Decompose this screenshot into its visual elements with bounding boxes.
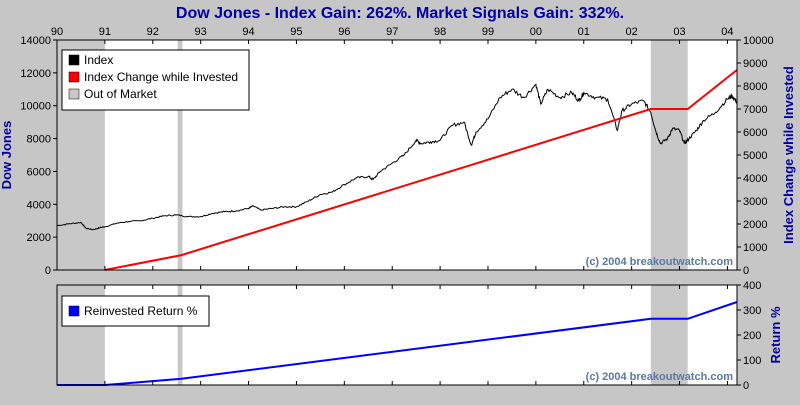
legend-box bbox=[61, 49, 250, 111]
y-right-tick-label: 0 bbox=[743, 265, 749, 277]
y-left-tick-label: 4000 bbox=[27, 199, 51, 211]
x-tick-label: 95 bbox=[290, 26, 302, 38]
x-tick-label: 97 bbox=[386, 26, 398, 38]
y-right-tick-label: 5000 bbox=[743, 150, 767, 162]
out-of-market-band bbox=[650, 285, 688, 385]
x-tick-label: 00 bbox=[530, 26, 542, 38]
y-left-tick-label: 0 bbox=[45, 265, 51, 277]
legend-swatch bbox=[68, 88, 80, 100]
return-y-tick-label: 0 bbox=[743, 380, 749, 392]
x-tick-label: 98 bbox=[434, 26, 446, 38]
return-y-tick-label: 100 bbox=[743, 355, 761, 367]
y-right-tick-label: 6000 bbox=[743, 127, 767, 139]
legend-label: Index Change while Invested bbox=[84, 70, 238, 84]
x-tick-label: 93 bbox=[195, 26, 207, 38]
legend-swatch bbox=[68, 71, 80, 83]
return-y-tick-label: 200 bbox=[743, 330, 761, 342]
x-tick-label: 03 bbox=[673, 26, 685, 38]
return-legend: Reinvested Return % bbox=[61, 295, 210, 327]
chart-title: Dow Jones - Index Gain: 262%. Market Sig… bbox=[176, 5, 624, 22]
out-of-market-band bbox=[650, 40, 688, 270]
y-right-tick-label: 1000 bbox=[743, 242, 767, 254]
x-tick-label: 94 bbox=[242, 26, 254, 38]
y-right-tick-label: 4000 bbox=[743, 173, 767, 185]
x-tick-label: 01 bbox=[578, 26, 590, 38]
return-y-tick-label: 400 bbox=[743, 280, 761, 292]
y-left-tick-label: 8000 bbox=[27, 134, 51, 146]
invested-series-line bbox=[104, 69, 738, 271]
y-left-tick-label: 12000 bbox=[20, 68, 51, 80]
y-right-tick-label: 8000 bbox=[743, 81, 767, 93]
legend-box bbox=[61, 295, 210, 327]
y-right-tick-label: 3000 bbox=[743, 196, 767, 208]
y-left-tick-label: 10000 bbox=[20, 101, 51, 113]
y-right-tick-label: 2000 bbox=[743, 219, 767, 231]
out-of-market-band bbox=[177, 285, 183, 385]
y-left-tick-label: 6000 bbox=[27, 166, 51, 178]
x-tick-label: 92 bbox=[147, 26, 159, 38]
legend-label: Index bbox=[84, 53, 113, 67]
x-tick-label: 91 bbox=[99, 26, 111, 38]
legend-label: Out of Market bbox=[84, 87, 157, 101]
main-legend: Index Index Change while Invested Out of M… bbox=[61, 49, 250, 111]
x-tick-label: 99 bbox=[482, 26, 494, 38]
y-left-tick-label: 14000 bbox=[20, 35, 51, 47]
legend-swatch bbox=[68, 54, 80, 66]
return-axis-label: Return % bbox=[768, 306, 783, 364]
x-tick-label: 96 bbox=[338, 26, 350, 38]
y-right-axis-label: Index Change while Invested bbox=[781, 66, 796, 244]
copyright-watermark: (c) 2004 breakoutwatch.com bbox=[586, 371, 734, 383]
y-right-tick-label: 10000 bbox=[743, 35, 774, 47]
x-tick-label: 02 bbox=[626, 26, 638, 38]
x-tick-label: 90 bbox=[51, 26, 63, 38]
y-right-tick-label: 7000 bbox=[743, 104, 767, 116]
out-of-market-band bbox=[177, 40, 183, 270]
index-series-line bbox=[56, 83, 738, 231]
return-y-tick-label: 300 bbox=[743, 305, 761, 317]
copyright-watermark: (c) 2004 breakoutwatch.com bbox=[586, 256, 734, 268]
y-left-tick-label: 2000 bbox=[27, 232, 51, 244]
legend-swatch bbox=[68, 305, 80, 317]
x-tick-label: 04 bbox=[721, 26, 733, 38]
y-left-axis-label: Dow Jones bbox=[0, 121, 14, 190]
legend-label: Reinvested Return % bbox=[84, 304, 198, 318]
y-right-tick-label: 9000 bbox=[743, 58, 767, 70]
